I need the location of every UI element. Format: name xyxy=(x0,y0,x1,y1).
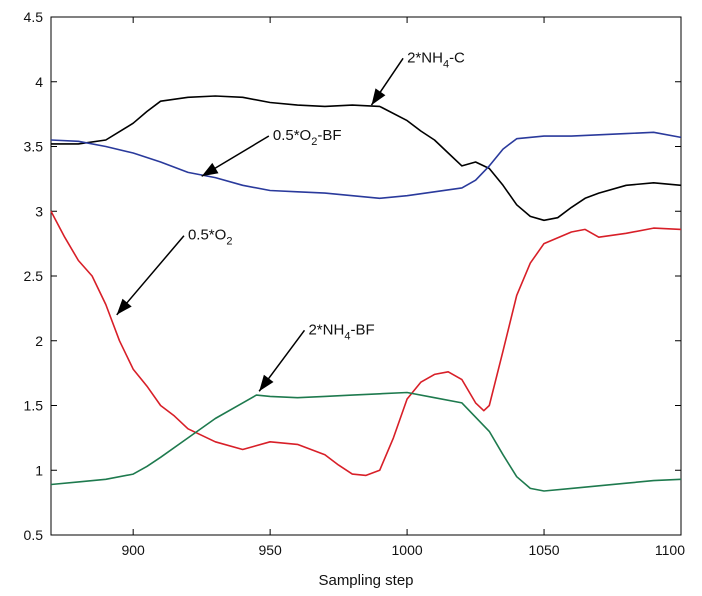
y-tick-label: 3 xyxy=(35,203,43,219)
y-tick-label: 2 xyxy=(35,333,43,349)
y-tick-label: 4 xyxy=(35,74,43,90)
annotation-label: 0.5*O2-BF xyxy=(273,127,342,148)
annotation-arrowhead xyxy=(259,374,274,392)
annotations: 2*NH4-C 0.5*O2-BF 0.5*O2 2*NH4-BF xyxy=(116,49,465,392)
annotation-arrowhead xyxy=(116,298,132,315)
series-line-2 xyxy=(50,131,682,200)
series-line-1 xyxy=(51,95,682,222)
y-axis-ticks: 0.5 1 1.5 2 2.5 3 3.5 4 4.5 xyxy=(24,9,681,543)
series-group xyxy=(50,95,682,492)
y-tick-label: 2.5 xyxy=(24,268,44,284)
x-tick-label: 1050 xyxy=(528,542,559,558)
x-tick-label: 1100 xyxy=(655,542,685,558)
annotation-arrowhead xyxy=(371,88,386,106)
series-line-4 xyxy=(50,391,682,492)
y-tick-label: 1 xyxy=(35,462,43,478)
x-tick-label: 1000 xyxy=(392,542,423,558)
annotation-arrowhead xyxy=(201,162,219,177)
annotation-arrow-line xyxy=(116,235,185,316)
y-tick-label: 3.5 xyxy=(24,139,44,155)
y-tick-label: 0.5 xyxy=(24,527,44,543)
series-line-3 xyxy=(50,210,682,477)
y-tick-label: 1.5 xyxy=(24,398,44,414)
x-axis-ticks: 900 950 1000 1050 1100 xyxy=(121,17,685,558)
x-axis-label: Sampling step xyxy=(318,572,413,589)
annotation-label: 0.5*O2 xyxy=(188,227,232,248)
y-tick-label: 4.5 xyxy=(24,9,44,25)
x-tick-label: 950 xyxy=(258,542,282,558)
annotation-label: 2*NH4-C xyxy=(407,49,465,70)
plot-area xyxy=(50,16,682,536)
annotation-label: 2*NH4-BF xyxy=(308,321,374,342)
x-tick-label: 900 xyxy=(121,542,145,558)
